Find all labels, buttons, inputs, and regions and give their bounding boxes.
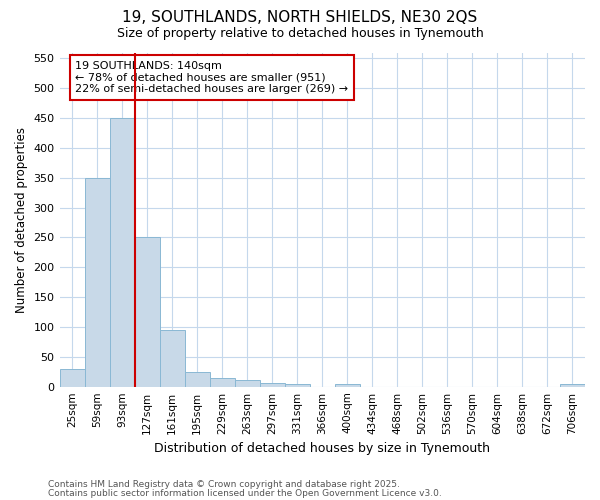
Bar — [59, 369, 85, 386]
Bar — [185, 372, 209, 386]
Bar — [85, 178, 110, 386]
Text: Contains public sector information licensed under the Open Government Licence v3: Contains public sector information licen… — [48, 488, 442, 498]
Bar — [160, 330, 185, 386]
Bar — [260, 382, 285, 386]
Bar — [134, 238, 160, 386]
Text: 19 SOUTHLANDS: 140sqm
← 78% of detached houses are smaller (951)
22% of semi-det: 19 SOUTHLANDS: 140sqm ← 78% of detached … — [76, 61, 349, 94]
Text: Contains HM Land Registry data © Crown copyright and database right 2025.: Contains HM Land Registry data © Crown c… — [48, 480, 400, 489]
Bar — [110, 118, 134, 386]
Bar — [235, 380, 260, 386]
Y-axis label: Number of detached properties: Number of detached properties — [15, 126, 28, 312]
Text: Size of property relative to detached houses in Tynemouth: Size of property relative to detached ho… — [116, 28, 484, 40]
Text: 19, SOUTHLANDS, NORTH SHIELDS, NE30 2QS: 19, SOUTHLANDS, NORTH SHIELDS, NE30 2QS — [122, 10, 478, 25]
Bar — [209, 378, 235, 386]
X-axis label: Distribution of detached houses by size in Tynemouth: Distribution of detached houses by size … — [154, 442, 490, 455]
Bar — [335, 384, 360, 386]
Bar — [560, 384, 585, 386]
Bar — [285, 384, 310, 386]
